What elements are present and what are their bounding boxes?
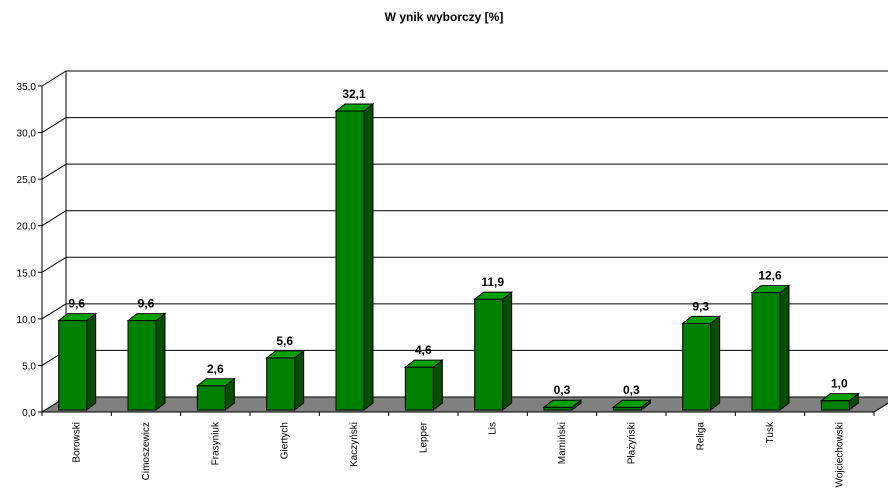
data-label: 5,6: [276, 334, 293, 348]
bar-top: [611, 399, 652, 408]
bar-top: [819, 393, 860, 402]
bar: [819, 392, 860, 412]
bar-front: [58, 320, 88, 411]
bar: [334, 102, 375, 412]
bar-top: [473, 291, 514, 300]
x-tick-label: Religa: [696, 422, 707, 451]
bar-front: [196, 385, 226, 411]
bar-top: [265, 350, 306, 359]
bar: [473, 291, 514, 412]
data-label: 11,9: [481, 275, 504, 289]
bar-side: [502, 291, 513, 412]
bar-front: [682, 322, 712, 411]
x-tick-label: Tusk: [765, 421, 776, 443]
bar-top: [750, 285, 791, 294]
y-tick-label: 35,0: [17, 82, 37, 93]
bar-front: [127, 320, 157, 411]
data-label: 0,3: [623, 383, 640, 397]
data-label: 9,6: [138, 297, 155, 311]
x-tick-label: Borowski: [72, 422, 83, 463]
bar-side: [432, 359, 443, 412]
bar: [126, 312, 167, 412]
bar-top: [126, 313, 167, 322]
gridline-depth: [41, 117, 67, 133]
data-label: 9,6: [68, 297, 85, 311]
chart-title: W ynik wyborczy [%]: [384, 10, 504, 24]
y-tick-label: 5,0: [22, 361, 36, 372]
data-label: 4,6: [415, 343, 432, 357]
bar-top: [57, 313, 98, 322]
y-tick-label: 15,0: [17, 268, 37, 279]
bar-front: [820, 400, 850, 411]
data-label: 0,3: [554, 383, 571, 397]
y-tick-label: 30,0: [17, 129, 37, 140]
gridline-depth: [41, 210, 67, 227]
x-tick-label: Lepper: [418, 421, 429, 453]
y-tick-label: 0,0: [22, 408, 36, 419]
bar: [750, 284, 791, 412]
bar-top: [195, 378, 236, 387]
bar-front: [266, 357, 296, 411]
bar: [542, 399, 583, 412]
bar: [681, 315, 722, 412]
bar-top: [542, 399, 583, 408]
bar: [57, 312, 98, 412]
x-tick-label: Płażyński: [626, 422, 637, 464]
bar-side: [363, 102, 374, 412]
data-label: 12,6: [758, 269, 782, 283]
gridline-depth: [41, 303, 67, 320]
bar-top: [403, 359, 444, 368]
x-tick-label: Lis: [488, 422, 499, 435]
data-label: 1,0: [831, 377, 848, 391]
bar-front: [751, 292, 781, 411]
bar-top: [681, 315, 722, 324]
y-tick-label: 10,0: [17, 315, 37, 326]
bar-side: [294, 349, 305, 412]
bar-top: [334, 103, 375, 112]
bar-side: [86, 312, 97, 412]
x-tick-label: Giertych: [280, 422, 291, 459]
bar: [611, 399, 652, 412]
gridline-depth: [41, 70, 67, 87]
x-tick-label: Frasyniuk: [210, 421, 221, 465]
bar: [265, 349, 306, 412]
bar-side: [779, 284, 790, 412]
gridline-depth: [41, 163, 67, 180]
data-label: 32,1: [342, 87, 366, 101]
y-tick-label: 25,0: [17, 175, 37, 186]
data-label: 2,6: [207, 362, 224, 376]
bar-front: [335, 110, 365, 411]
bar-side: [155, 312, 166, 412]
x-tick-label: Mamiński: [557, 422, 568, 464]
bar: [195, 377, 236, 412]
x-tick-label: Cimoszewicz: [141, 422, 152, 480]
bar-side: [710, 315, 721, 412]
x-tick-label: Wojciechowski: [834, 422, 845, 487]
bar: [403, 359, 444, 412]
y-tick-label: 20,0: [17, 222, 37, 233]
x-tick-label: Kaczyński: [349, 422, 360, 467]
bar-front: [474, 298, 504, 411]
data-label: 9,3: [692, 299, 709, 313]
gridline-depth: [41, 256, 67, 273]
bar-front: [404, 366, 434, 411]
